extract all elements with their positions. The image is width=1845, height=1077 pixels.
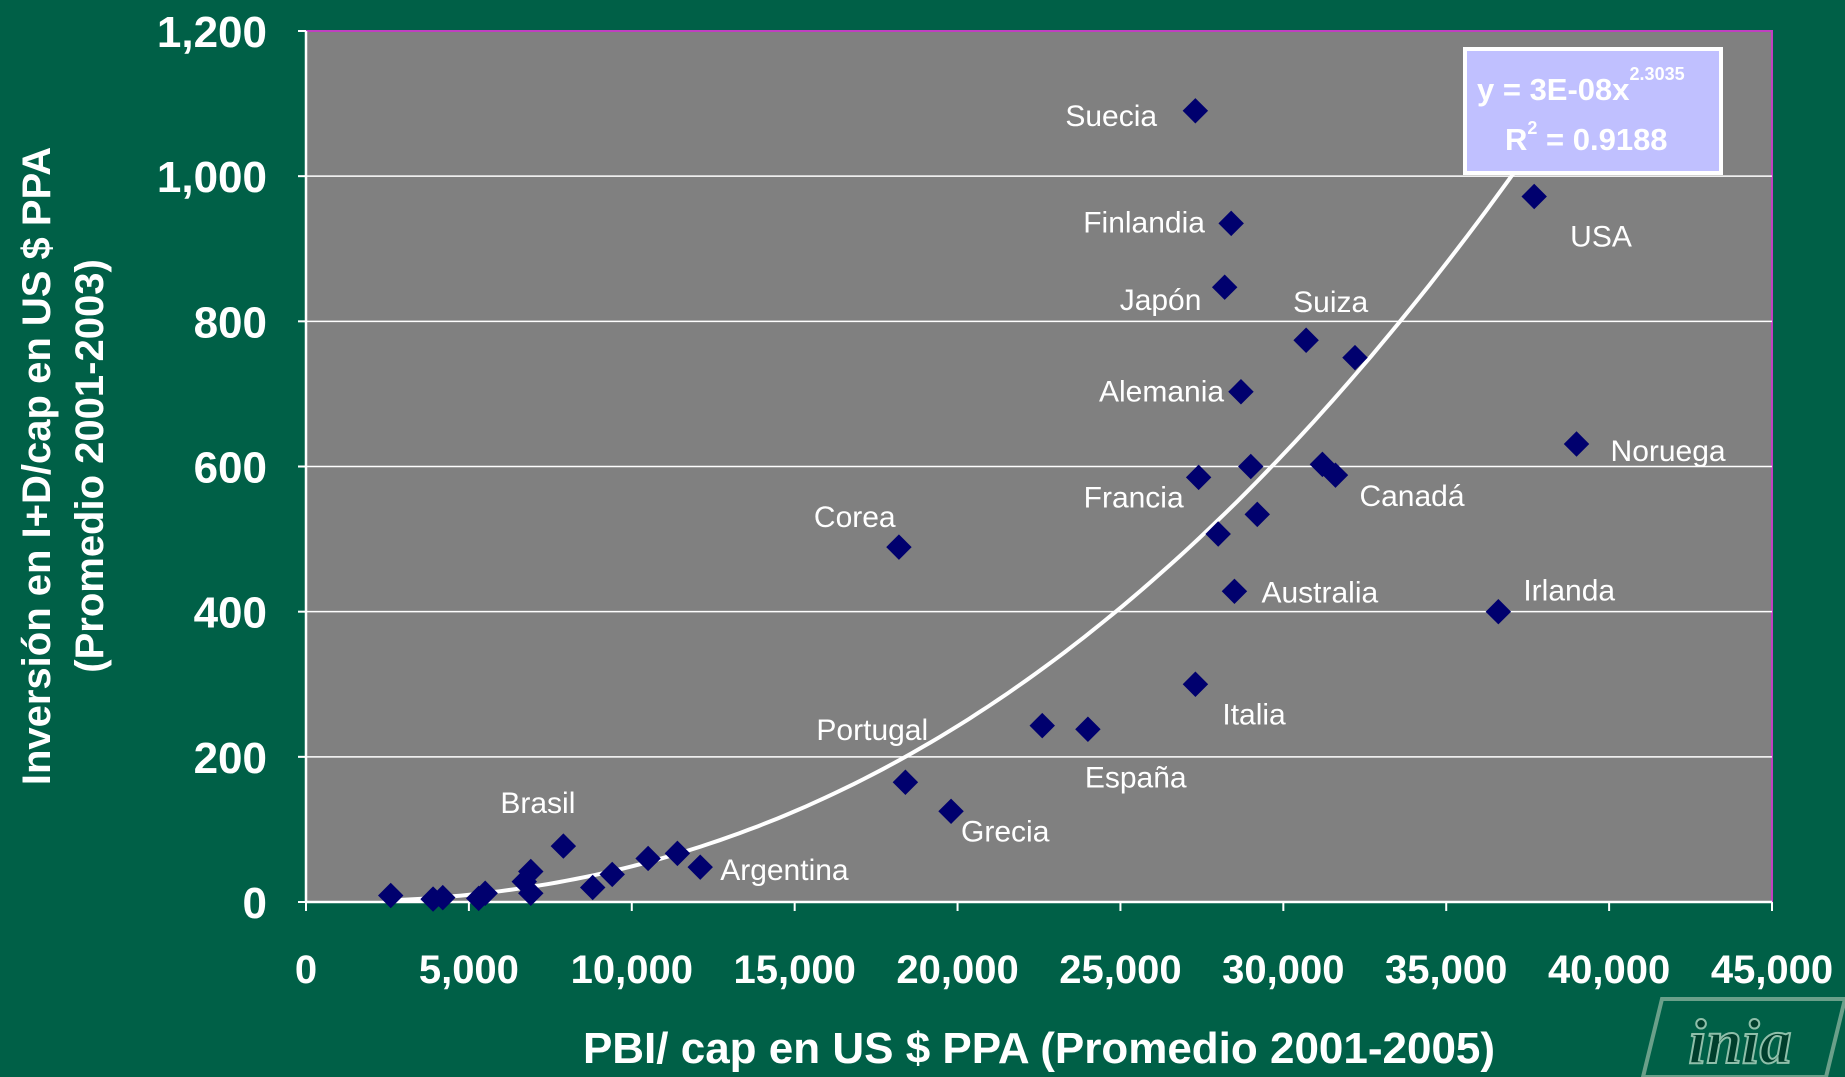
- data-point: [1238, 453, 1264, 480]
- data-point: [892, 769, 919, 795]
- equation-exponent: 2.3035: [1630, 64, 1685, 84]
- data-point: [1244, 501, 1271, 528]
- point-label: Corea: [814, 501, 896, 534]
- data-point: [1185, 464, 1212, 491]
- y-axis-ticks: 0 200 400 600 800 1,000 1,200: [157, 8, 306, 928]
- point-label: Suiza: [1293, 286, 1368, 319]
- point-label: Argentina: [720, 854, 849, 887]
- point-label: Portugal: [816, 714, 928, 747]
- point-label: Irlanda: [1523, 575, 1615, 608]
- x-tick-label: 10,000: [571, 948, 693, 992]
- y-tick-label: 600: [194, 444, 267, 493]
- y-tick-label: 200: [194, 734, 267, 783]
- point-label: Alemania: [1099, 376, 1224, 409]
- data-point: [1521, 183, 1547, 210]
- point-label: Brasil: [500, 787, 575, 820]
- point-label: Grecia: [961, 815, 1050, 848]
- equation-text: y = 3E-08x: [1477, 72, 1630, 107]
- x-tick-label: 40,000: [1548, 948, 1670, 992]
- point-labels: Suecia Finlandia Japón Suiza Alemania USA Noru…: [500, 100, 1726, 887]
- y-axis-subtitle: (Promedio 2001-2003): [68, 259, 112, 673]
- data-point: [465, 885, 492, 912]
- point-label: Japón: [1120, 284, 1202, 317]
- data-point: [687, 854, 713, 880]
- data-point: [938, 798, 964, 825]
- data-point: [518, 880, 544, 907]
- data-point: [377, 882, 404, 909]
- y-tick-label: 800: [194, 298, 267, 347]
- power-trendline: [393, 129, 1546, 903]
- point-label: USA: [1570, 220, 1632, 253]
- x-tick-label: 20,000: [896, 948, 1018, 992]
- point-label: Finlandia: [1083, 206, 1205, 239]
- data-point: [635, 845, 661, 872]
- r2-label: R: [1505, 122, 1527, 157]
- point-label: España: [1085, 761, 1187, 794]
- y-tick-label: 400: [194, 589, 267, 638]
- x-axis-title: PBI/ cap en US $ PPA (Promedio 2001-2005…: [583, 1024, 1495, 1073]
- x-tick-label: 15,000: [733, 948, 855, 992]
- r2-superscript: 2: [1527, 118, 1537, 138]
- trendline-equation-box: y = 3E-08x2.3035 R2 = 0.9188: [1463, 47, 1723, 175]
- r2-value: = 0.9188: [1537, 122, 1667, 157]
- data-point: [1322, 462, 1349, 488]
- data-point: [1563, 431, 1590, 457]
- data-point: [1182, 671, 1209, 697]
- y-tick-label: 0: [243, 879, 267, 928]
- data-point: [550, 833, 577, 859]
- data-point: [664, 840, 691, 867]
- y-tick-label: 1,200: [157, 8, 267, 57]
- svg-text:inia: inia: [1688, 1006, 1791, 1077]
- point-label: Francia: [1084, 481, 1184, 514]
- x-tick-label: 30,000: [1222, 948, 1344, 992]
- point-label: Noruega: [1611, 435, 1726, 468]
- data-point: [420, 886, 446, 912]
- point-label: Canadá: [1359, 480, 1464, 513]
- data-point: [1342, 344, 1368, 371]
- x-tick-label: 5,000: [419, 948, 519, 992]
- svg-text:y = 3E-08x2.3035: y = 3E-08x2.3035: [1477, 64, 1685, 107]
- svg-text:R2 = 0.9188: R2 = 0.9188: [1505, 118, 1668, 157]
- data-point: [1293, 327, 1319, 353]
- inia-logo: inia: [1640, 997, 1845, 1077]
- point-label: Suecia: [1065, 100, 1157, 133]
- data-point: [1485, 598, 1512, 625]
- y-axis-title: Inversión en I+D/cap en US $ PPA: [15, 147, 59, 785]
- point-label: Italia: [1222, 698, 1286, 731]
- data-point: [599, 861, 625, 888]
- data-point: [886, 534, 912, 560]
- y-tick-label: 1,000: [157, 153, 267, 202]
- x-tick-label: 35,000: [1385, 948, 1507, 992]
- x-tick-label: 0: [295, 948, 317, 992]
- x-tick-label: 45,000: [1711, 948, 1833, 992]
- point-label: Australia: [1261, 576, 1378, 609]
- data-point: [579, 874, 606, 901]
- gridlines: [306, 175, 1772, 758]
- x-tick-label: 25,000: [1059, 948, 1181, 992]
- x-axis-ticks: 0 5,000 10,000 15,000 20,000 25,000 30,000 35,0…: [295, 902, 1833, 992]
